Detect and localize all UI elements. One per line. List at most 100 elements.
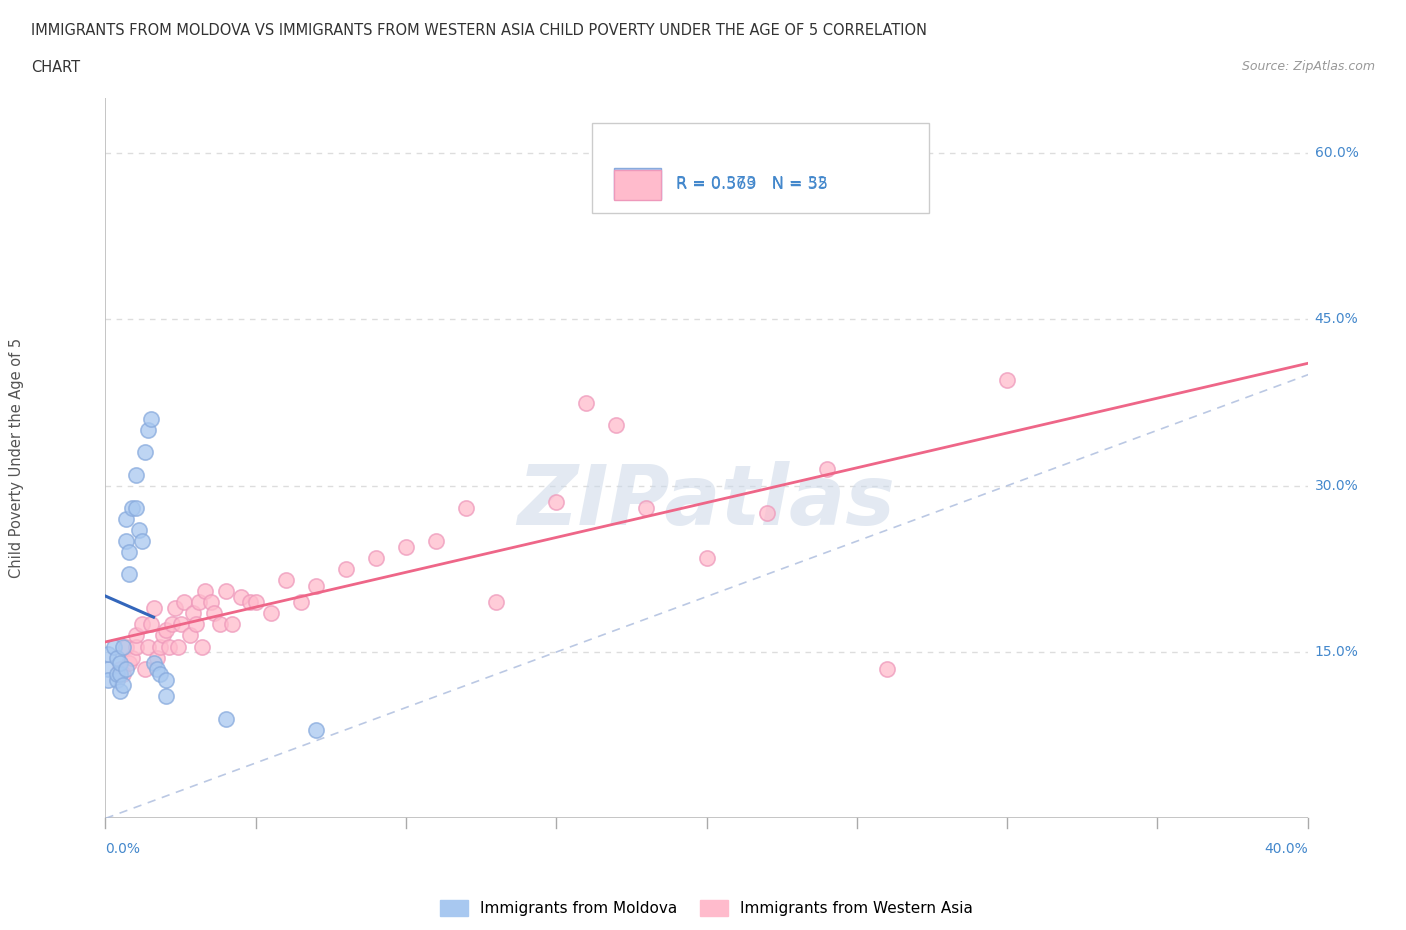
Point (148, 667, 170, 682)
Text: Source: ZipAtlas.com: Source: ZipAtlas.com (1241, 60, 1375, 73)
Point (221, 617, 243, 631)
Text: R = 0.569   N = 55: R = 0.569 N = 55 (676, 178, 828, 193)
Point (115, 639, 138, 654)
Point (335, 562, 357, 577)
Text: IMMIGRANTS FROM MOLDOVA VS IMMIGRANTS FROM WESTERN ASIA CHILD POVERTY UNDER THE : IMMIGRANTS FROM MOLDOVA VS IMMIGRANTS FR… (31, 23, 927, 38)
Point (425, 534, 447, 549)
Text: 45.0%: 45.0% (1315, 312, 1358, 326)
Point (696, 551, 718, 565)
Point (124, 467, 146, 482)
Text: Child Poverty Under the Age of 5: Child Poverty Under the Age of 5 (10, 338, 24, 578)
Text: 0.0%: 0.0% (105, 842, 141, 856)
Point (239, 595, 262, 610)
Point (107, 667, 129, 682)
Point (179, 628, 201, 643)
Point (110, 656, 132, 671)
FancyBboxPatch shape (614, 168, 661, 199)
Point (755, 506, 778, 521)
Point (815, 461, 838, 476)
Point (142, 600, 165, 615)
Point (163, 600, 186, 615)
Text: CHART: CHART (31, 60, 80, 75)
Point (636, 500, 658, 515)
Point (103, 639, 125, 654)
Text: 30.0%: 30.0% (1315, 479, 1358, 493)
Point (152, 628, 174, 643)
Point (194, 584, 217, 599)
Point (121, 500, 143, 515)
Point (214, 584, 236, 599)
Point (134, 661, 156, 676)
Point (145, 661, 167, 676)
Point (112, 678, 135, 693)
Point (395, 539, 418, 554)
Point (290, 595, 312, 610)
Point (160, 617, 183, 631)
Point (546, 495, 568, 510)
Point (187, 595, 209, 610)
Point (118, 656, 141, 671)
Point (148, 639, 170, 654)
Point (605, 418, 627, 432)
Point (115, 534, 138, 549)
Point (97, 647, 120, 662)
FancyBboxPatch shape (614, 170, 661, 200)
Point (139, 412, 162, 427)
Point (112, 667, 135, 682)
Point (184, 617, 207, 631)
Point (115, 661, 138, 676)
Point (181, 605, 204, 620)
Point (110, 661, 132, 676)
Point (995, 373, 1018, 388)
Point (575, 395, 598, 410)
Point (118, 567, 141, 582)
Point (364, 551, 387, 565)
Point (131, 617, 153, 631)
FancyBboxPatch shape (592, 123, 929, 213)
Point (124, 639, 146, 654)
Point (305, 578, 328, 593)
Point (124, 500, 146, 515)
Point (876, 661, 898, 676)
Point (110, 667, 132, 682)
Point (157, 639, 180, 654)
Point (136, 639, 159, 654)
Point (115, 512, 138, 526)
Point (166, 639, 188, 654)
Legend: Immigrants from Moldova, Immigrants from Western Asia: Immigrants from Moldova, Immigrants from… (434, 895, 979, 923)
Point (305, 723, 328, 737)
Point (214, 711, 236, 726)
Point (131, 534, 153, 549)
Point (454, 500, 477, 515)
Point (155, 622, 177, 637)
Text: 60.0%: 60.0% (1315, 146, 1358, 160)
Point (110, 684, 132, 698)
Point (155, 689, 177, 704)
Text: R = 0.373   N = 32: R = 0.373 N = 32 (676, 176, 828, 191)
Text: ZIPatlas: ZIPatlas (517, 460, 896, 542)
Point (155, 672, 177, 687)
Point (139, 617, 162, 631)
Point (97, 661, 120, 676)
Point (190, 639, 212, 654)
Point (134, 445, 156, 460)
Point (145, 650, 167, 665)
Point (245, 595, 267, 610)
Point (128, 523, 150, 538)
Point (107, 672, 129, 687)
Point (260, 605, 283, 620)
Point (202, 605, 225, 620)
Text: 40.0%: 40.0% (1264, 842, 1308, 856)
Text: 15.0%: 15.0% (1315, 645, 1358, 659)
Point (142, 656, 165, 671)
Point (124, 628, 146, 643)
Point (169, 617, 191, 631)
Point (118, 545, 141, 560)
Point (173, 595, 195, 610)
Point (136, 423, 159, 438)
Point (121, 650, 143, 665)
Point (208, 617, 231, 631)
Point (200, 595, 222, 610)
Point (107, 650, 129, 665)
Point (229, 590, 252, 604)
